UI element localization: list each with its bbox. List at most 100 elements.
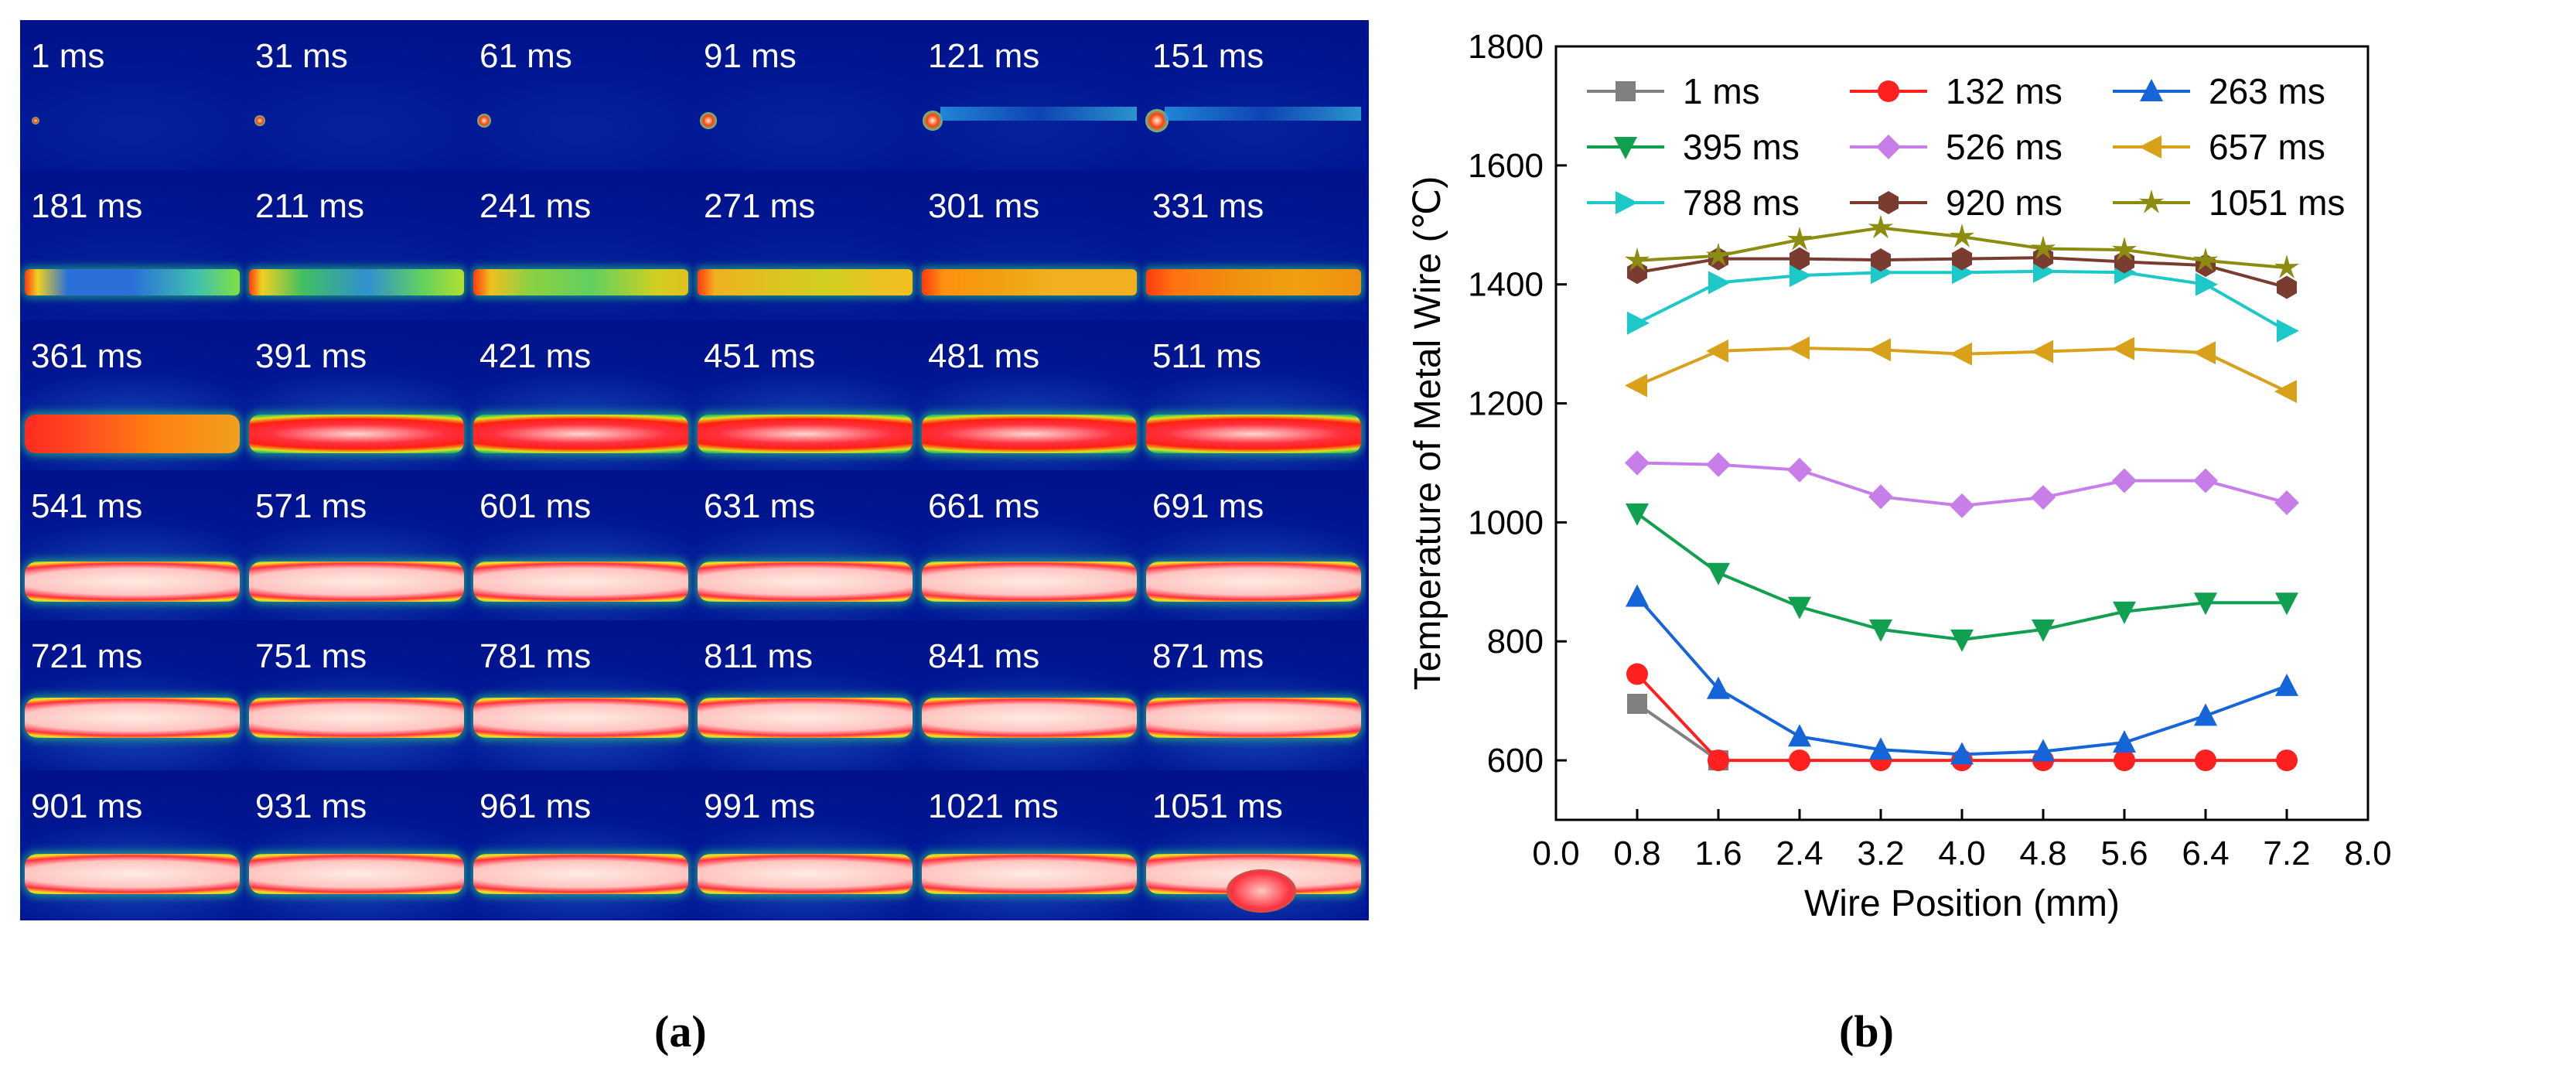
data-point	[2032, 619, 2055, 642]
frame-background	[469, 620, 693, 770]
frame-background	[20, 620, 244, 770]
wire-rupture	[1227, 869, 1296, 913]
wire-glow	[698, 415, 913, 453]
hot-spot	[477, 114, 491, 128]
thermal-frame: 301 ms	[917, 170, 1141, 320]
y-tick-label: 800	[1487, 623, 1544, 661]
frame-time-label: 751 ms	[255, 637, 367, 675]
data-point	[1708, 749, 1729, 772]
x-tick-label: 5.6	[2100, 835, 2148, 872]
thermal-frame: 871 ms	[1141, 620, 1366, 770]
thermal-image-grid: 1 ms 31 ms 61 ms 91 ms 121 ms 151 ms 181 ms 211…	[20, 20, 1369, 920]
data-point	[1627, 694, 1647, 714]
data-point	[1626, 584, 1649, 607]
x-tick-label: 3.2	[1857, 835, 1904, 872]
data-point	[2277, 275, 2297, 299]
frame-time-label: 901 ms	[31, 787, 143, 825]
data-point	[1707, 562, 1730, 586]
frame-time-label: 361 ms	[31, 337, 143, 375]
wire-glow	[1165, 107, 1361, 121]
wire-glow	[1146, 562, 1361, 602]
thermal-frame: 661 ms	[917, 470, 1141, 620]
frame-time-label: 631 ms	[704, 487, 816, 525]
thermal-frame: 421 ms	[469, 320, 693, 470]
legend-marker	[2140, 79, 2163, 101]
x-tick-label: 0.8	[1613, 835, 1660, 872]
wire-glow	[25, 698, 240, 738]
legend-label: 132 ms	[1946, 71, 2063, 111]
frame-time-label: 211 ms	[255, 187, 365, 225]
thermal-frame: 931 ms	[244, 770, 469, 920]
frame-background	[20, 770, 244, 920]
panel-a-label: (a)	[654, 1006, 707, 1057]
legend-marker	[2138, 189, 2165, 213]
hot-spot	[32, 117, 39, 125]
thermal-frame: 1051 ms	[1141, 770, 1366, 920]
data-point	[1788, 596, 1811, 620]
thermal-frame: 181 ms	[20, 170, 244, 320]
data-point	[2192, 247, 2219, 271]
x-tick-label: 6.4	[2182, 835, 2229, 872]
data-point	[2194, 592, 2217, 616]
data-point	[1868, 214, 1894, 239]
frame-background	[693, 20, 917, 170]
data-point	[2112, 468, 2137, 493]
data-point	[2113, 601, 2136, 624]
data-point	[1950, 629, 1974, 652]
data-point	[1786, 227, 1813, 251]
series-line	[1636, 596, 2288, 756]
series-line	[1636, 512, 2287, 641]
thermal-frame: 61 ms	[469, 20, 693, 170]
data-point	[1626, 663, 1648, 685]
data-point	[2274, 490, 2299, 515]
frame-time-label: 781 ms	[479, 637, 592, 675]
thermal-frame: 781 ms	[469, 620, 693, 770]
data-point	[1707, 676, 1730, 699]
wire-glow	[249, 698, 464, 738]
frame-time-label: 331 ms	[1152, 187, 1264, 225]
frame-time-label: 451 ms	[704, 337, 816, 375]
data-point	[1708, 271, 1731, 295]
wire-glow	[922, 698, 1137, 738]
legend-label: 920 ms	[1946, 183, 2063, 223]
frame-background	[244, 770, 469, 920]
frame-background	[20, 20, 244, 170]
data-point	[2195, 749, 2216, 772]
frame-time-label: 811 ms	[704, 637, 814, 675]
data-point	[1868, 484, 1893, 510]
frame-time-label: 511 ms	[1152, 337, 1262, 375]
temperature-line-chart: 0.0 0.8 1.6 2.4 3.2 4.0 4.8 5.6 6.4 7.2 8.0 600 800 1…	[1407, 28, 2392, 924]
data-point	[2114, 749, 2135, 772]
frame-time-label: 241 ms	[479, 187, 592, 225]
data-point	[2275, 592, 2298, 616]
frame-background	[917, 620, 1141, 770]
data-point	[1868, 338, 1891, 362]
frame-background	[917, 20, 1141, 170]
series-line	[1636, 702, 1720, 762]
data-point	[1788, 724, 1811, 747]
wire-glow	[473, 562, 688, 602]
data-point	[1952, 247, 1972, 271]
thermal-frame: 961 ms	[469, 770, 693, 920]
frame-time-label: 1021 ms	[928, 787, 1059, 825]
thermal-frame: 31 ms	[244, 20, 469, 170]
thermal-frame: 571 ms	[244, 470, 469, 620]
thermal-frame: 511 ms	[1141, 320, 1366, 470]
legend-label: 788 ms	[1683, 183, 1800, 223]
y-axis-label: Temperature of Metal Wire (℃)	[1407, 176, 1448, 691]
data-point	[2031, 485, 2056, 510]
wire-glow	[249, 562, 464, 602]
frame-time-label: 121 ms	[928, 37, 1040, 75]
wire-glow	[698, 269, 913, 295]
frame-time-label: 991 ms	[704, 787, 816, 825]
data-point	[2276, 749, 2298, 772]
data-point	[1706, 452, 1731, 477]
legend-marker	[1616, 191, 1638, 214]
wire-glow	[25, 415, 240, 453]
data-point	[2274, 254, 2300, 278]
wire-glow	[922, 269, 1137, 295]
data-point	[2194, 703, 2217, 726]
data-point	[1950, 342, 1972, 366]
frame-background	[469, 20, 693, 170]
data-point	[2113, 730, 2136, 753]
